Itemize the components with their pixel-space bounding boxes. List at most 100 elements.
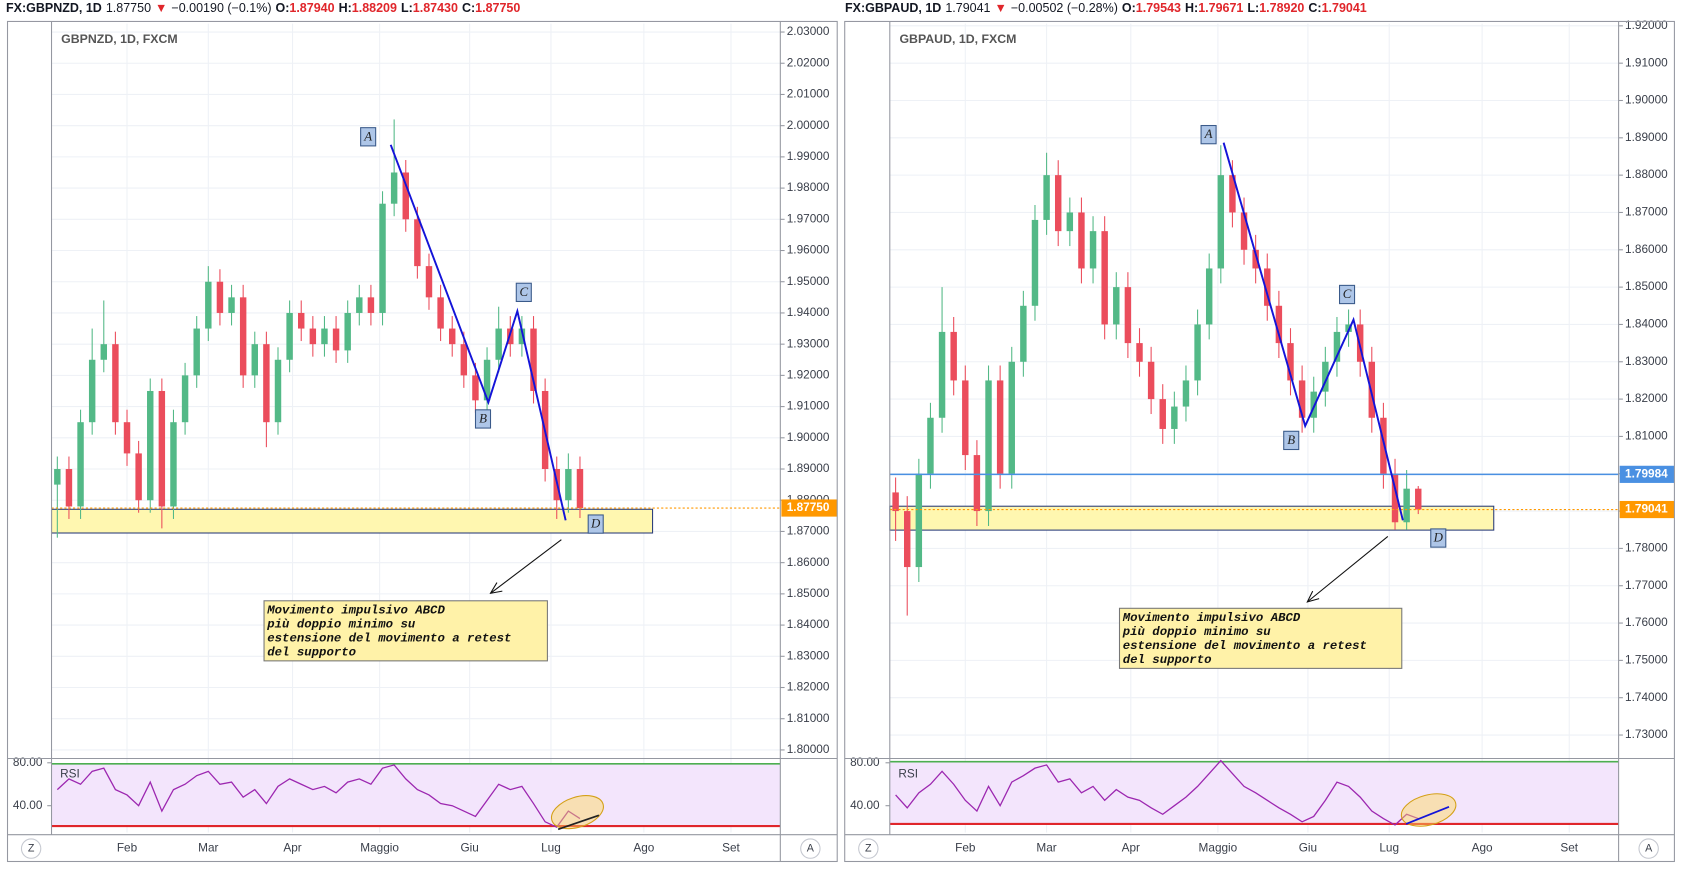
point-label: C [1338, 284, 1356, 305]
candle-body [1031, 219, 1039, 306]
candle-body [158, 390, 166, 507]
note-line: estensione del movimento a retest [1123, 639, 1367, 653]
candle-body [576, 469, 584, 509]
candle-body [1101, 231, 1108, 325]
y-tick-label: 1.83000 [1625, 354, 1668, 368]
candle-body [356, 297, 363, 313]
last-price: 1.79041 [945, 1, 991, 15]
candle-body [1287, 343, 1294, 381]
candle-body [1368, 361, 1376, 418]
button-label[interactable]: Z [28, 842, 35, 854]
symbol: FX:GBPNZD, 1D [6, 1, 102, 15]
button[interactable] [858, 838, 879, 859]
x-tick-label: Maggio [1199, 841, 1238, 855]
price-label: 1.79041 [1625, 502, 1668, 516]
point-text: A [1204, 127, 1213, 141]
y-tick-label: 1.74000 [1625, 690, 1668, 704]
candle-body [1345, 324, 1352, 332]
note-line: del supporto [1123, 653, 1212, 667]
candle-body [1182, 380, 1190, 407]
y-tick-label: 1.84000 [787, 617, 830, 631]
candle-body [1159, 399, 1166, 429]
candle-body [973, 455, 981, 512]
y-tick-label: 1.81000 [787, 711, 830, 725]
arrow [490, 539, 562, 594]
candle-body [1089, 231, 1097, 269]
point-label: A [1200, 124, 1217, 145]
button[interactable] [1638, 838, 1659, 859]
candle-body [1264, 268, 1271, 306]
y-tick-label: 1.80000 [787, 742, 830, 756]
candle-body [147, 390, 154, 501]
change: −0.00502 (−0.28%) [1010, 1, 1118, 15]
rsi-band [889, 761, 1619, 824]
button-label[interactable]: A [807, 842, 815, 854]
candle-body [1380, 417, 1387, 474]
candle-body [1043, 175, 1050, 220]
support-zone [50, 508, 654, 534]
point-text: A [363, 129, 372, 143]
candle-body [425, 266, 433, 298]
candle-body [1275, 305, 1283, 344]
candle-body [1205, 268, 1213, 325]
rsi-tick-label: 40.00 [13, 798, 43, 812]
candle-body [193, 328, 200, 376]
y-tick-label: 1.88000 [1625, 167, 1668, 181]
y-tick-label: 1.85000 [1625, 279, 1668, 293]
point-text: C [520, 285, 529, 299]
change: −0.00190 (−0.1%) [171, 1, 272, 15]
candle-body [1194, 324, 1201, 381]
note-line: Movimento impulsivo ABCD [1122, 611, 1301, 625]
ohlc-value: 1.88209 [351, 1, 397, 15]
ohlc-value: 1.79543 [1135, 1, 1181, 15]
ohlc-label: L: [400, 1, 413, 15]
button[interactable] [800, 838, 821, 859]
button[interactable] [20, 838, 42, 859]
y-tick-label: 1.97000 [787, 211, 830, 225]
point-text: B [479, 411, 487, 425]
candle-body [251, 344, 258, 376]
candle-body [228, 297, 235, 313]
symbol: FX:GBPAUD, 1D [845, 1, 942, 15]
header-right: FX:GBPAUD, 1D 1.79041 ▼ −0.00502 (−0.28%… [845, 1, 1367, 15]
button-label[interactable]: A [1645, 842, 1653, 854]
candle-body [938, 331, 946, 418]
candle-body [1113, 287, 1120, 325]
x-tick-label: Ago [633, 841, 654, 855]
ohlc-value: 1.78920 [1259, 1, 1305, 15]
highlight [550, 795, 604, 830]
rsi-label: RSI [60, 767, 80, 781]
rsi-line [895, 759, 1419, 826]
ohlc-label: O: [1121, 1, 1136, 15]
point-label: B [1283, 430, 1300, 451]
point-label: D [587, 514, 604, 534]
candle-body [1054, 175, 1062, 232]
direction: ▼ [994, 1, 1007, 15]
x-tick-label: Feb [955, 841, 976, 855]
candle-body [1403, 488, 1410, 523]
candle-body [1322, 361, 1329, 392]
candle-body [518, 328, 526, 345]
y-tick-label: 1.86000 [1625, 242, 1668, 256]
y-tick-label: 2.03000 [787, 24, 830, 38]
ohlc-label: O: [275, 1, 290, 15]
candle-body [54, 469, 61, 485]
candle-body [65, 469, 73, 507]
last-price: 1.87750 [105, 1, 152, 15]
candle-body [1310, 391, 1317, 418]
x-tick-label: Lug [541, 841, 561, 855]
rsi-label: RSI [898, 767, 918, 781]
y-tick-label: 1.77000 [1625, 578, 1668, 592]
note-line: Movimento impulsivo ABCD [266, 604, 445, 618]
candle-body [1020, 305, 1027, 362]
x-tick-label: Giu [1299, 841, 1317, 855]
ohlc-label: H: [1184, 1, 1199, 15]
price-label-box [1619, 465, 1675, 483]
note-line: più doppio minimo su [1122, 625, 1272, 639]
candle-body [1252, 249, 1259, 269]
y-tick-label: 1.91000 [787, 399, 830, 413]
button-label[interactable]: Z [865, 842, 872, 854]
y-tick-label: 1.94000 [787, 305, 830, 319]
candle-body [915, 473, 923, 568]
candle-body [263, 344, 270, 423]
